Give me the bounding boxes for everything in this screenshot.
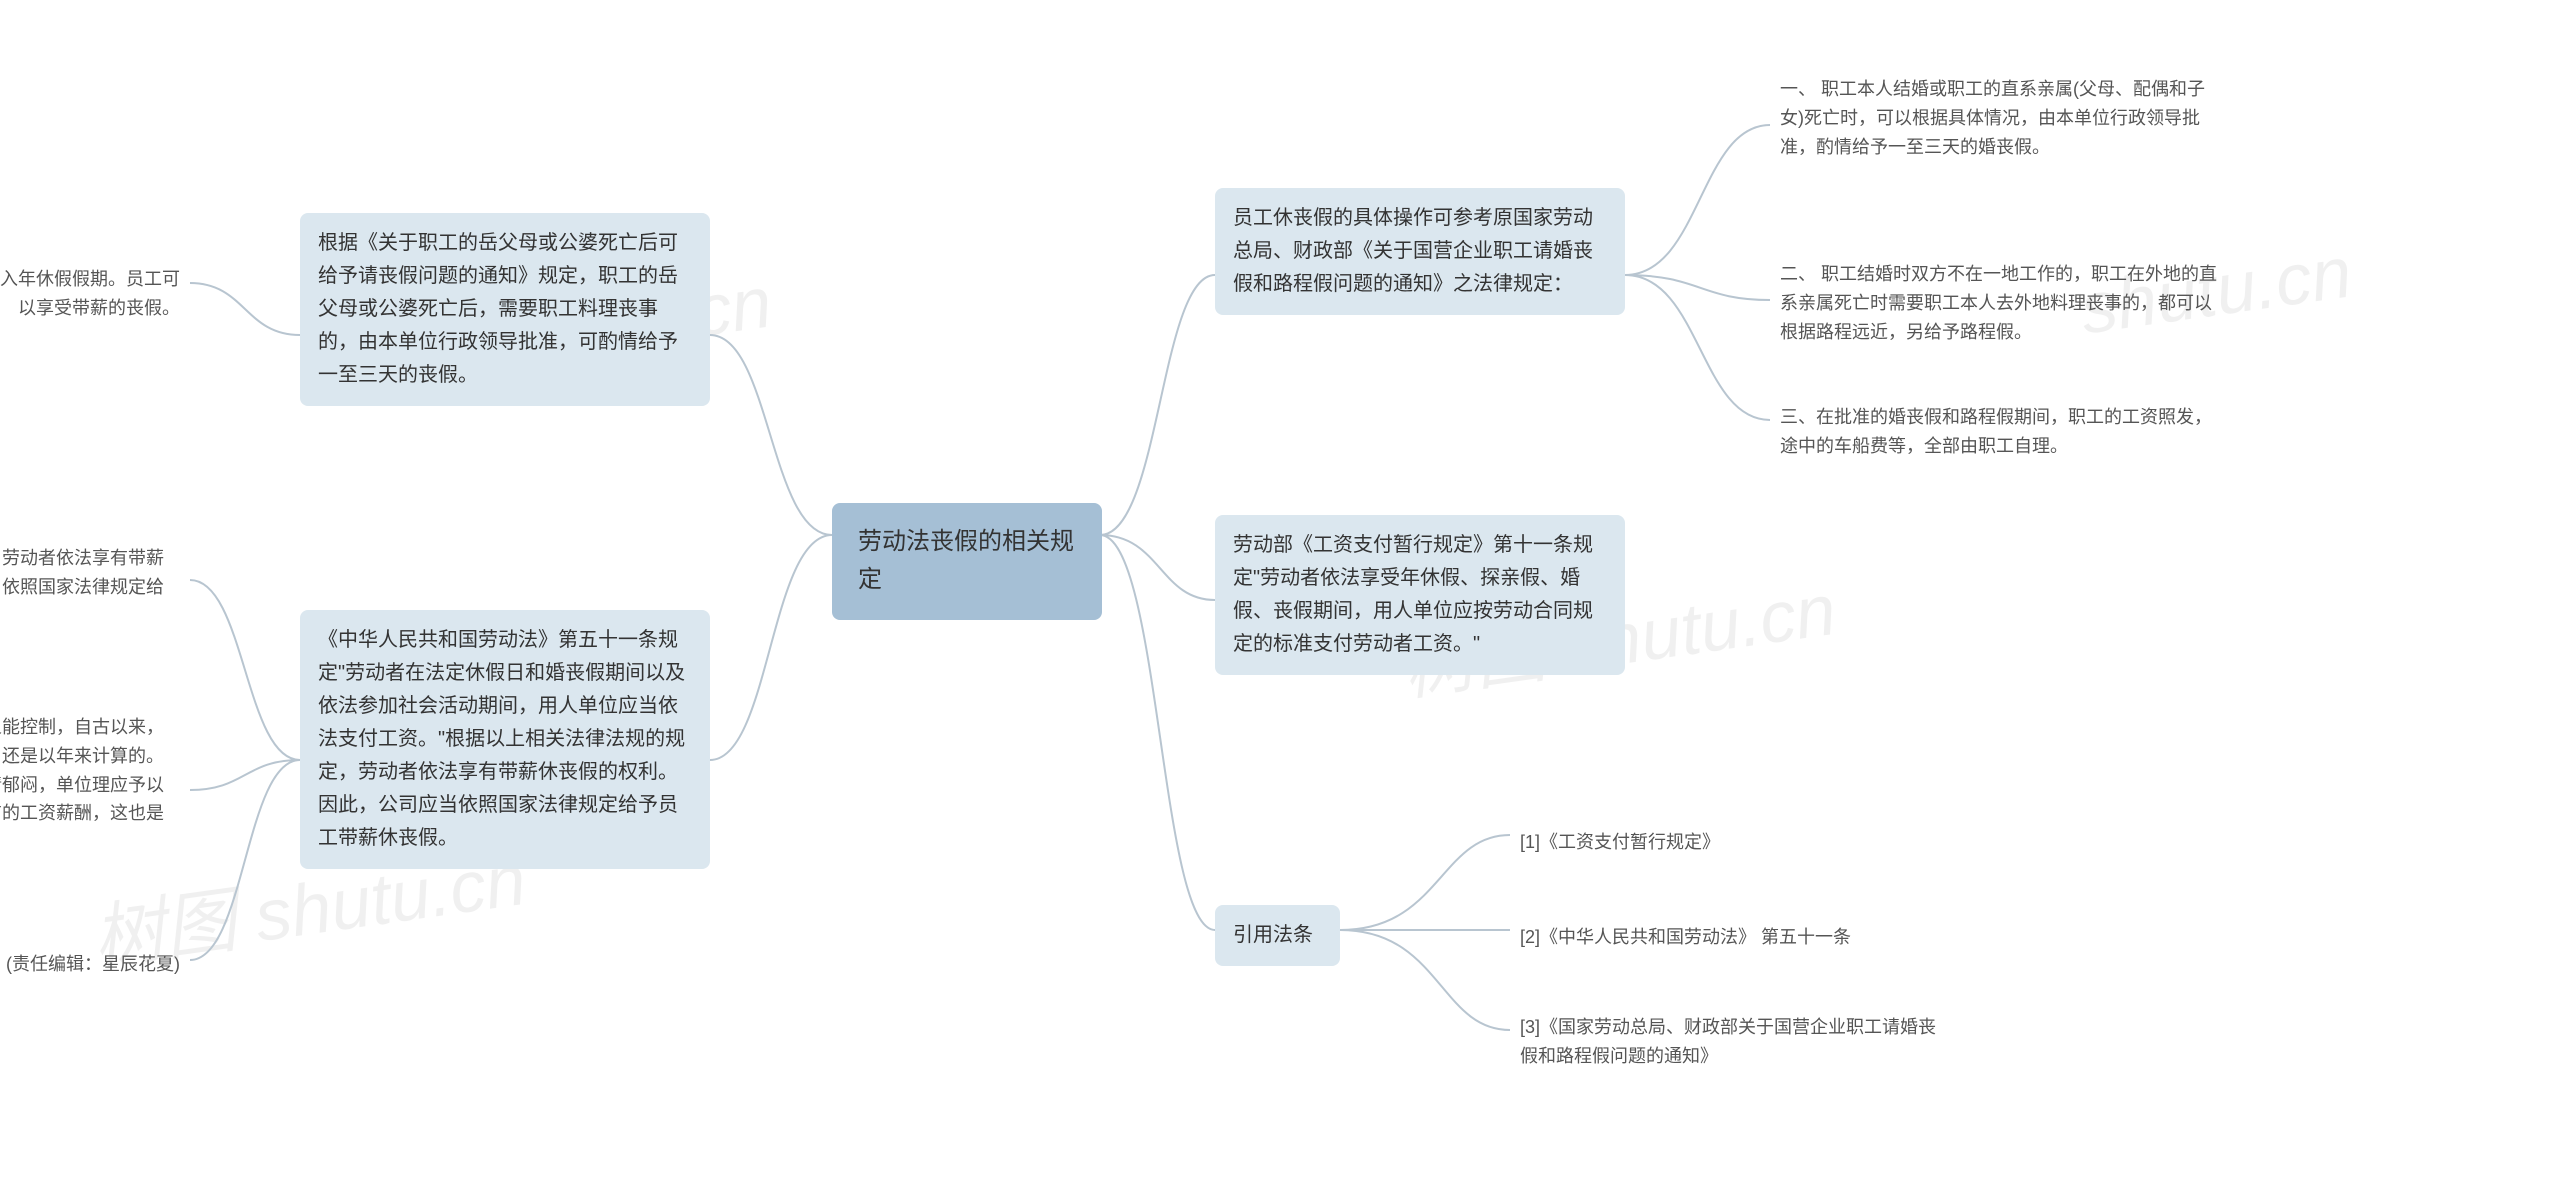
leaf-r3-c1: [1]《工资支付暂行规定》 — [1510, 820, 1830, 865]
leaf-r1-c1: 一、 职工本人结婚或职工的直系亲属(父母、配偶和子女)死亡时，可以根据具体情况，… — [1770, 67, 2220, 169]
leaf-r1-c3: 三、在批准的婚丧假和路程假期间，职工的工资照发，途中的车船费等，全部由职工自理。 — [1770, 395, 2230, 469]
leaf-r1-c2: 二、 职工结婚时双方不在一地工作的，职工在外地的直系亲属死亡时需要职工本人去外地… — [1770, 252, 2230, 354]
leaf-r3-c3: [3]《国家劳动总局、财政部关于国营企业职工请婚丧假和路程假问题的通知》 — [1510, 1005, 1960, 1079]
branch-r2: 劳动部《工资支付暂行规定》第十一条规定"劳动者依法享受年休假、探亲假、婚假、丧假… — [1215, 515, 1625, 675]
leaf-r3-c2: [2]《中华人民共和国劳动法》 第五十一条 — [1510, 915, 1930, 960]
branch-r1: 员工休丧假的具体操作可参考原国家劳动总局、财政部《关于国营企业职工请婚丧假和路程… — [1215, 188, 1625, 315]
branch-r3: 引用法条 — [1215, 905, 1340, 966]
leaf-l2-c1: 根据以上相关法律法规的规定，劳动者依法享有带薪休丧假的权利。因此，公司应当依照国… — [0, 536, 190, 638]
branch-l2: 《中华人民共和国劳动法》第五十一条规定"劳动者在法定休假日和婚丧假期间以及依法参… — [300, 610, 710, 869]
leaf-l1-c1: 另外，国家规定丧假不计入年休假假期。员工可以享受带薪的丧假。 — [0, 257, 190, 331]
leaf-l2-c2: 生老病死是大自然的规律，没人能控制，自古以来，为了尽孝道，就有奔丧的习俗，还是以… — [0, 705, 190, 865]
branch-l1: 根据《关于职工的岳父母或公婆死亡后可给予请丧假问题的通知》规定，职工的岳父母或公… — [300, 213, 710, 406]
leaf-l2-c3: (责任编辑：星辰花夏) — [0, 942, 190, 987]
center-node: 劳动法丧假的相关规定 — [832, 503, 1102, 620]
